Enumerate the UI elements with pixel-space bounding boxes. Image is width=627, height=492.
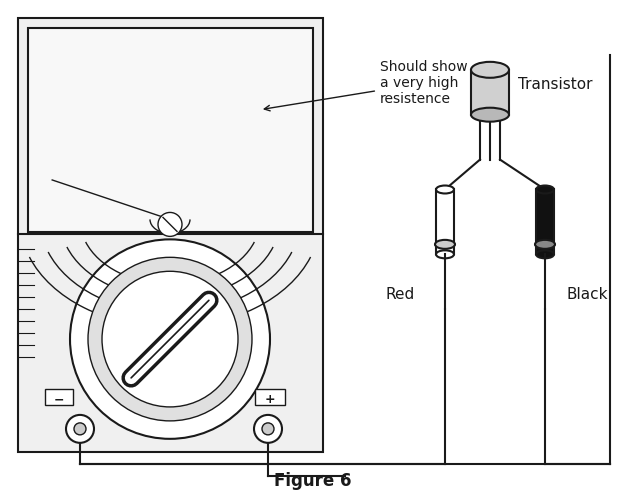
- Ellipse shape: [535, 240, 555, 249]
- Ellipse shape: [436, 250, 454, 258]
- Ellipse shape: [471, 108, 509, 122]
- Circle shape: [158, 213, 182, 236]
- Circle shape: [262, 423, 274, 435]
- Text: Transistor: Transistor: [518, 77, 593, 92]
- Text: −: −: [54, 394, 64, 406]
- Bar: [436, 189, 454, 254]
- Ellipse shape: [435, 240, 455, 249]
- Bar: [536, 189, 554, 254]
- Bar: [471, 70, 509, 115]
- Ellipse shape: [536, 250, 554, 258]
- Text: Black: Black: [567, 287, 608, 302]
- Ellipse shape: [471, 62, 509, 78]
- Text: Should show
a very high
resistence: Should show a very high resistence: [264, 60, 468, 111]
- Circle shape: [88, 257, 252, 421]
- Bar: [18, 18, 323, 452]
- Bar: [255, 389, 285, 405]
- Ellipse shape: [436, 185, 454, 193]
- Text: Figure 6: Figure 6: [274, 472, 352, 490]
- Bar: [28, 28, 313, 232]
- Text: Red: Red: [386, 287, 415, 302]
- Circle shape: [66, 415, 94, 443]
- Circle shape: [70, 240, 270, 439]
- Circle shape: [254, 415, 282, 443]
- Bar: [45, 389, 73, 405]
- Circle shape: [102, 271, 238, 407]
- Circle shape: [74, 423, 86, 435]
- Text: +: +: [265, 394, 275, 406]
- Ellipse shape: [536, 185, 554, 193]
